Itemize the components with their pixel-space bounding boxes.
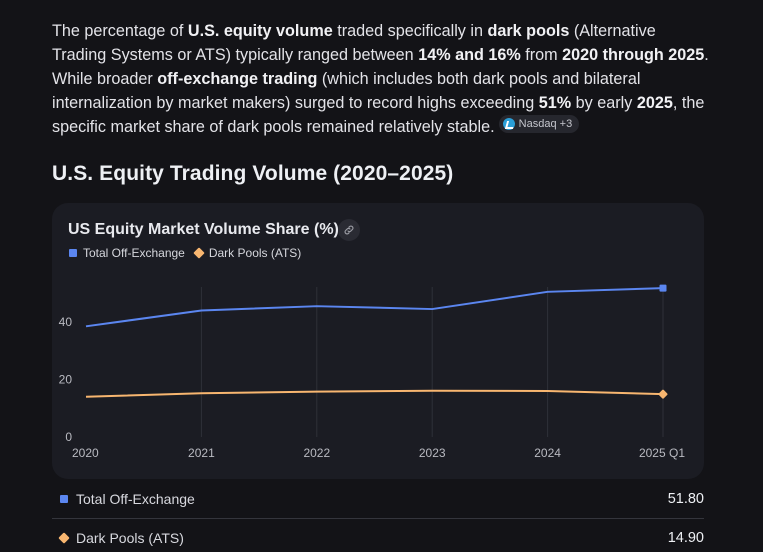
text: from [520, 46, 563, 64]
summary-value: 51.80 [667, 491, 704, 507]
chart-card: US Equity Market Volume Share (%) Total … [52, 203, 704, 479]
series-line-total-off-exchange [85, 287, 664, 328]
x-tick-label: 2022 [303, 446, 330, 460]
text: . While broader [52, 46, 709, 88]
x-tick-label: 2024 [534, 446, 561, 460]
source-chip[interactable]: Nasdaq +3 [498, 115, 580, 133]
summary-row-total-off-exchange: Total Off-Exchange 51.80 [52, 480, 704, 518]
y-tick-label: 20 [59, 373, 73, 387]
line-chart: 0 20 40 2020 2021 2022 2023 2024 2025 Q1 [59, 284, 685, 460]
end-marker-square [659, 284, 667, 292]
legend-label: Dark Pools (ATS) [208, 246, 302, 260]
bold-text: 51% [538, 94, 572, 112]
summary-label: Dark Pools (ATS) [76, 530, 184, 546]
bold-text: 2025 [636, 94, 673, 112]
bold-text: 2020 through 2025 [562, 46, 705, 64]
bold-text: off-exchange trading [157, 70, 318, 88]
chart-title: US Equity Market Volume Share (%) [68, 221, 339, 238]
x-tick-label: 2023 [419, 446, 446, 460]
x-tick-label: 2021 [188, 446, 215, 460]
y-tick-label: 40 [59, 315, 73, 329]
text: The percentage of [52, 22, 188, 40]
bold-text: U.S. equity volume [187, 22, 333, 40]
text: (which includes both dark pools and bila… [52, 70, 641, 112]
section-heading: U.S. Equity Trading Volume (2020–2025) [52, 162, 454, 185]
legend-item-total-off-exchange[interactable]: Total Off-Exchange [69, 246, 185, 260]
text: (Alternative Trading Systems or ATS) typ… [52, 22, 656, 64]
diamond-marker-icon [58, 532, 70, 544]
bold-text: 14% and 16% [418, 46, 521, 64]
y-tick-label: 0 [65, 430, 72, 444]
chart-legend: Total Off-Exchange Dark Pools (ATS) [69, 246, 305, 260]
legend-label: Total Off-Exchange [83, 246, 185, 260]
text: , the specific market share of dark pool… [52, 94, 705, 136]
legend-item-dark-pools[interactable]: Dark Pools (ATS) [193, 246, 302, 260]
summary-paragraph: The percentage of U.S. equity volume tra… [52, 19, 712, 139]
series-line-dark-pools [85, 389, 664, 398]
copy-link-button[interactable] [338, 219, 360, 241]
bold-text: dark pools [487, 22, 570, 40]
text: by early [571, 94, 637, 112]
nasdaq-logo-icon [502, 118, 515, 130]
value-summary: Total Off-Exchange 51.80 Dark Pools (ATS… [52, 480, 704, 552]
summary-row-dark-pools: Dark Pools (ATS) 14.90 [52, 519, 704, 552]
end-marker-diamond [658, 389, 668, 399]
source-chip-label: Nasdaq +3 [518, 118, 573, 130]
divider [52, 518, 704, 519]
x-tick-label: 2025 Q1 [639, 446, 685, 460]
square-marker-icon [69, 249, 77, 257]
summary-label: Total Off-Exchange [76, 491, 195, 507]
summary-value: 14.90 [667, 530, 704, 546]
square-marker-icon [60, 495, 68, 503]
link-icon [344, 225, 354, 235]
x-tick-label: 2020 [72, 446, 99, 460]
text: traded specifically in [332, 22, 488, 40]
